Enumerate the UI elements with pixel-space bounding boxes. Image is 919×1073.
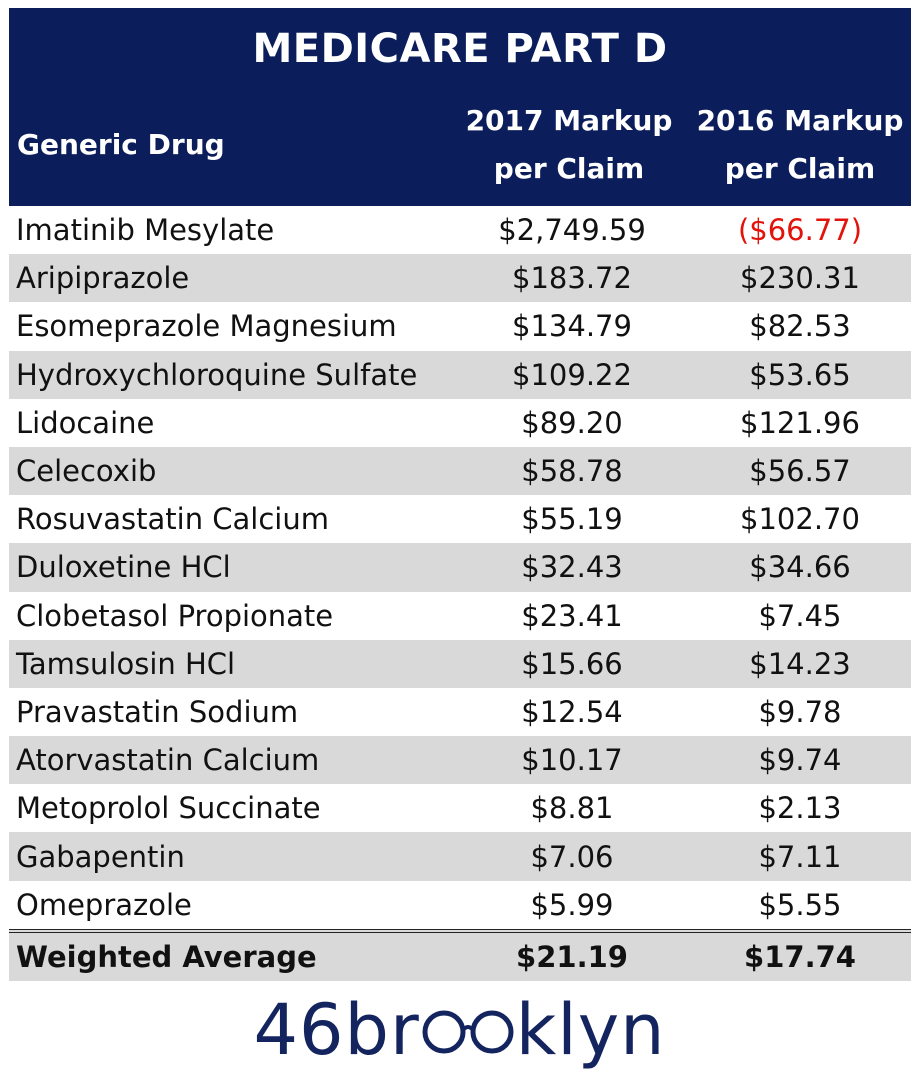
markup-2016-cell: $7.11 bbox=[758, 839, 842, 874]
markup-2016-cell: $56.57 bbox=[749, 454, 851, 489]
markup-2017-cell: $183.72 bbox=[512, 261, 632, 296]
weighted-average-2017: $21.19 bbox=[516, 939, 628, 974]
markup-2017-cell: $10.17 bbox=[521, 743, 623, 778]
table-title: MEDICARE PART D bbox=[252, 26, 668, 72]
markup-2016-cell: $5.55 bbox=[758, 887, 842, 922]
column-header-2017-markup: 2017 Markup per Claim bbox=[459, 97, 679, 193]
drug-name-cell: Lidocaine bbox=[16, 405, 155, 440]
table-row: Duloxetine HCl $32.43 $34.66 bbox=[9, 543, 911, 592]
table-row: Imatinib Mesylate $2,749.59 ($66.77) bbox=[9, 206, 911, 254]
weighted-average-row: Weighted Average $21.19 $17.74 bbox=[9, 928, 911, 981]
weighted-average-label: Weighted Average bbox=[16, 939, 317, 974]
column-header-2017-line1: 2017 Markup bbox=[465, 104, 673, 137]
logo-text-right: klyn bbox=[515, 989, 666, 1071]
markup-2017-cell: $8.81 bbox=[530, 791, 614, 826]
table-row: Lidocaine $89.20 $121.96 bbox=[9, 399, 911, 447]
markup-2016-cell: $34.66 bbox=[749, 550, 851, 585]
markup-2016-cell: $7.45 bbox=[758, 598, 842, 633]
table-row: Esomeprazole Magnesium $134.79 $82.53 bbox=[9, 302, 911, 350]
46brooklyn-logo: 46br klyn bbox=[0, 989, 919, 1071]
drug-name-cell: Duloxetine HCl bbox=[16, 550, 231, 585]
markup-2016-cell: $14.23 bbox=[749, 646, 851, 681]
table-row: Gabapentin $7.06 $7.11 bbox=[9, 832, 911, 881]
markup-2017-cell: $58.78 bbox=[521, 454, 623, 489]
column-header-2016-line2: per Claim bbox=[724, 152, 876, 185]
markup-2017-cell: $109.22 bbox=[512, 357, 632, 392]
markup-2017-cell: $55.19 bbox=[521, 502, 623, 537]
markup-2017-cell: $5.99 bbox=[530, 887, 614, 922]
table-header: MEDICARE PART D Generic Drug 2017 Markup… bbox=[9, 8, 911, 206]
markup-2017-cell: $2,749.59 bbox=[498, 213, 646, 248]
drug-name-cell: Atorvastatin Calcium bbox=[16, 743, 320, 778]
drug-name-cell: Celecoxib bbox=[16, 454, 157, 489]
markup-2017-cell: $134.79 bbox=[512, 309, 632, 344]
drug-name-cell: Tamsulosin HCl bbox=[16, 646, 236, 681]
markup-2017-cell: $89.20 bbox=[521, 405, 623, 440]
table-row: Pravastatin Sodium $12.54 $9.78 bbox=[9, 688, 911, 736]
drug-name-cell: Rosuvastatin Calcium bbox=[16, 502, 329, 537]
markup-2017-cell: $32.43 bbox=[521, 550, 623, 585]
table-body: Imatinib Mesylate $2,749.59 ($66.77) Aripip… bbox=[9, 206, 911, 929]
markup-2016-cell: $121.96 bbox=[740, 405, 860, 440]
table-row: Rosuvastatin Calcium $55.19 $102.70 bbox=[9, 495, 911, 543]
markup-2016-cell: $82.53 bbox=[749, 309, 851, 344]
table-row: Hydroxychloroquine Sulfate $109.22 $53.65 bbox=[9, 350, 911, 399]
column-header-generic-drug: Generic Drug bbox=[17, 128, 225, 161]
markup-2016-cell: ($66.77) bbox=[737, 213, 863, 248]
markup-2017-cell: $15.66 bbox=[521, 646, 623, 681]
markup-table: MEDICARE PART D Generic Drug 2017 Markup… bbox=[9, 8, 911, 981]
drug-name-cell: Omeprazole bbox=[16, 887, 192, 922]
column-header-2016-line1: 2016 Markup bbox=[696, 104, 904, 137]
weighted-average-2016: $17.74 bbox=[744, 939, 856, 974]
markup-2016-cell: $9.74 bbox=[758, 743, 842, 778]
table-row: Celecoxib $58.78 $56.57 bbox=[9, 446, 911, 496]
markup-2016-cell: $9.78 bbox=[758, 694, 842, 729]
column-header-2017-line2: per Claim bbox=[493, 152, 645, 185]
markup-2016-cell: $2.13 bbox=[758, 791, 842, 826]
table-row: Omeprazole $5.99 $5.55 bbox=[9, 881, 911, 929]
table-row: Aripiprazole $183.72 $230.31 bbox=[9, 254, 911, 303]
logo-text-left: 46br bbox=[253, 989, 420, 1071]
table-row: Tamsulosin HCl $15.66 $14.23 bbox=[9, 639, 911, 688]
markup-2017-cell: $23.41 bbox=[521, 598, 623, 633]
markup-2016-cell: $53.65 bbox=[749, 357, 851, 392]
drug-name-cell: Aripiprazole bbox=[16, 261, 190, 296]
markup-2017-cell: $7.06 bbox=[530, 839, 614, 874]
drug-name-cell: Hydroxychloroquine Sulfate bbox=[16, 357, 418, 392]
table-row: Atorvastatin Calcium $10.17 $9.74 bbox=[9, 736, 911, 785]
markup-2016-cell: $230.31 bbox=[740, 261, 860, 296]
markup-2016-cell: $102.70 bbox=[740, 502, 860, 537]
drug-name-cell: Esomeprazole Magnesium bbox=[16, 309, 397, 344]
drug-name-cell: Pravastatin Sodium bbox=[16, 694, 299, 729]
table-row: Clobetasol Propionate $23.41 $7.45 bbox=[9, 592, 911, 640]
drug-name-cell: Gabapentin bbox=[16, 839, 185, 874]
table-row: Metoprolol Succinate $8.81 $2.13 bbox=[9, 784, 911, 832]
drug-name-cell: Clobetasol Propionate bbox=[16, 598, 334, 633]
column-header-2016-markup: 2016 Markup per Claim bbox=[689, 97, 911, 193]
glasses-icon bbox=[422, 1010, 514, 1054]
drug-name-cell: Metoprolol Succinate bbox=[16, 791, 321, 826]
drug-name-cell: Imatinib Mesylate bbox=[16, 213, 275, 248]
markup-2017-cell: $12.54 bbox=[521, 694, 623, 729]
